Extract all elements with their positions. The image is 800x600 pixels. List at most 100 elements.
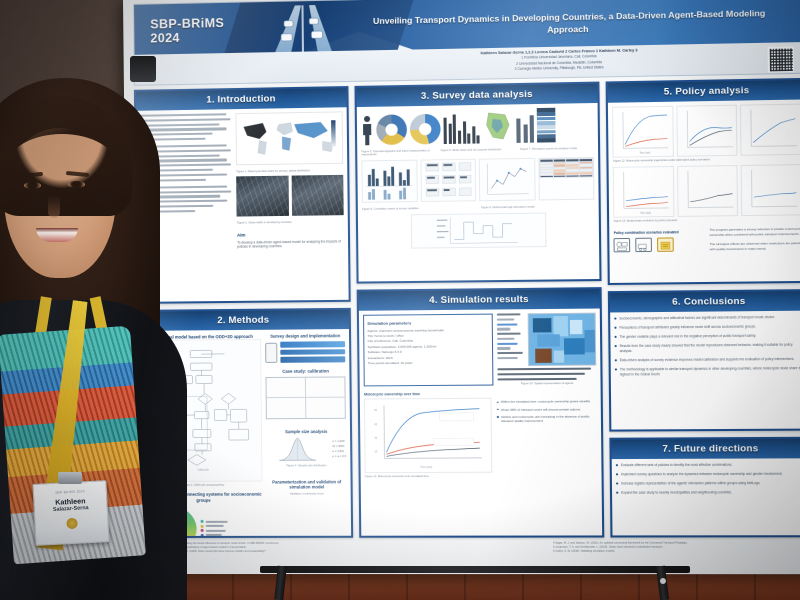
future-1: Implement survey questions to analyze th… (616, 472, 800, 478)
regression-table (539, 158, 593, 178)
survey-item-1 (280, 349, 346, 356)
policy-text-1: The program generates a strong reduction… (709, 226, 800, 237)
policy-chart-row-1: Time (tick) (612, 103, 800, 158)
svg-text:Time (tick): Time (tick) (420, 466, 432, 469)
params-title: Simulation parameters (367, 320, 412, 326)
poster-columns: 1. Introduction (133, 77, 800, 538)
bar-chart-trip-purpose (443, 113, 480, 145)
taxes-icon (657, 237, 675, 252)
results-table (538, 156, 595, 201)
donut-chart-2 (409, 113, 441, 145)
sample-size-values: n = 1,200 CI = 95% e = 2.8% p = q = 0.5 (332, 439, 346, 459)
aim-label: Aim (236, 232, 246, 238)
survey-item-list (280, 341, 346, 363)
world-map-figure (235, 111, 344, 166)
references-block: 1 Salazar-Serna, K., et al. (2023). Simu… (141, 541, 800, 568)
traffic-photos (236, 174, 344, 217)
panel-introduction: 1. Introduction (133, 86, 351, 304)
conclusion-3: Results from the case study clearly show… (615, 342, 800, 354)
survey-item-2 (280, 356, 346, 363)
poster-title: Unveiling Transport Dynamics in Developi… (372, 7, 766, 35)
figure-caption-grid: Figure 10. Spatial representation of age… (520, 382, 574, 386)
svg-text:45: 45 (374, 423, 377, 426)
aim-text: To develop a data-driven agent-based mod… (237, 238, 341, 250)
netlogo-controls (496, 313, 526, 366)
easel-crossbar (260, 566, 690, 573)
qr-code-icon (767, 46, 795, 73)
column-middle: 3. Survey data analysis (354, 81, 605, 538)
figure-caption-sim-chart: Figure 11. Motorcycle ownership over sim… (364, 475, 429, 479)
nose (48, 196, 60, 218)
conclusion-5: The methodology is applicable to similar… (615, 366, 800, 377)
figure-caption-map: Figure 1. Motorcycle fleet share by coun… (236, 169, 311, 174)
eye-left (24, 182, 41, 189)
policy-text-2: The strongest effects are observed when … (709, 240, 800, 252)
author-block: Kathleen Salazar-Serna 1,2,3 Lorena Cada… (387, 45, 734, 75)
normal-distribution-figure (266, 436, 329, 462)
conclusion-1: Perceptions of transport attributes grea… (615, 324, 800, 331)
highway-illustration-icon (274, 4, 332, 53)
figure-caption-s3-3: Figure 7. Perception scores by transport… (520, 147, 578, 151)
policy-chart-5 (741, 164, 800, 217)
survey-mid-figures (361, 156, 595, 203)
params-list: Agents: represent socioeconomic travelin… (367, 327, 489, 366)
finding-0: Within the simulated time, motorcycle ow… (497, 399, 597, 404)
finding-1: About 48% of transport users will choose… (497, 407, 597, 412)
figure-caption-s3-5: Figure 9. Multinomial logit estimation r… (480, 205, 535, 210)
svg-text:Time (tick): Time (tick) (640, 212, 651, 215)
panel-simulation-results: 4. Simulation results Simulation paramet… (356, 287, 605, 538)
poster-header-banner: SBP-BRiMS 2024 Unveiling Transport Dynam… (133, 0, 800, 86)
heatmap-column (537, 107, 556, 143)
traffic-photo-2 (291, 174, 344, 216)
svg-text:ODD+2D: ODD+2D (198, 468, 209, 472)
section-title-conclusions: 6. Conclusions (610, 291, 800, 313)
mobile-device-icon (265, 342, 278, 363)
policy-chart-row-2: Time (tick) (612, 164, 800, 218)
badge-conference: SBP-BRiMS 2024 (54, 489, 85, 495)
svg-text:30: 30 (375, 437, 378, 440)
figure-caption-sample: Figure 4. Sample size distribution (286, 464, 327, 468)
poster-clamp (130, 56, 156, 82)
policy-chart-4 (676, 165, 739, 217)
region-map-figure (483, 110, 514, 143)
donut-chart-1 (376, 114, 408, 146)
network-legend (200, 520, 228, 536)
future-0: Evaluate different sets of policies to i… (616, 462, 800, 468)
conclusion-2: The gender variable plays a relevant rol… (615, 333, 800, 340)
svg-text:60: 60 (374, 410, 377, 413)
figure-caption-photos: Figure 2. Urban traffic in developing co… (236, 220, 292, 225)
param-6: Time period simulated: 10 years (367, 360, 413, 366)
panel-conclusions: 6. Conclusions Socioeconomic, demographi… (608, 289, 800, 432)
restrictions-icon (635, 237, 653, 253)
svg-text:Time (tick): Time (tick) (640, 152, 651, 155)
column-right: 5. Policy analysis Time (tick) (605, 77, 800, 538)
motorcycle-ownership-chart: 60 45 30 15 Time (tick) (364, 398, 493, 474)
policy-chart-2 (740, 103, 800, 156)
easel-knob (660, 578, 666, 584)
presenter: SBP-BRiMS 2024 Kathleen Salazar-Serna (0, 0, 187, 600)
panel-policy-analysis: 5. Policy analysis Time (tick) (605, 77, 800, 286)
bottom-survey-chart (410, 212, 546, 249)
svg-text:15: 15 (375, 451, 378, 454)
panel-future-directions: 7. Future directions Evaluate different … (609, 436, 800, 538)
figure-caption-s3-4: Figure 8. Correlation matrix of survey v… (362, 207, 419, 211)
survey-item-0 (280, 341, 346, 348)
name-badge: SBP-BRiMS 2024 Kathleen Salazar-Serna (32, 480, 110, 546)
panel-survey-analysis: 3. Survey data analysis (354, 81, 602, 284)
case-study-quad-figure (265, 376, 347, 420)
matrix-figure (420, 158, 477, 203)
grouped-bar-chart (361, 159, 418, 203)
column-left: 1. Introduction (133, 86, 354, 538)
conclusions-list: Socioeconomic, demographic and attitudin… (615, 315, 800, 377)
incentives-icon (613, 237, 631, 253)
finding-2: Vehicle and motorcycle use increasing in… (497, 414, 597, 424)
sample-value-3: p = q = 0.5 (332, 453, 347, 459)
simulation-findings: Within the simulated time, motorcycle ow… (497, 399, 597, 424)
policy-icons-title: Policy combination scenarios evaluated (613, 230, 679, 236)
agent-spatial-grid-figure (527, 312, 597, 367)
score-bar-chart (516, 112, 535, 143)
future-3: Expand the case study to nearby municipa… (616, 490, 800, 496)
survey-top-figures (361, 107, 594, 146)
future-directions-list: Evaluate different sets of policies to i… (616, 462, 800, 495)
future-2: Increase logistic representation of the … (616, 481, 800, 487)
